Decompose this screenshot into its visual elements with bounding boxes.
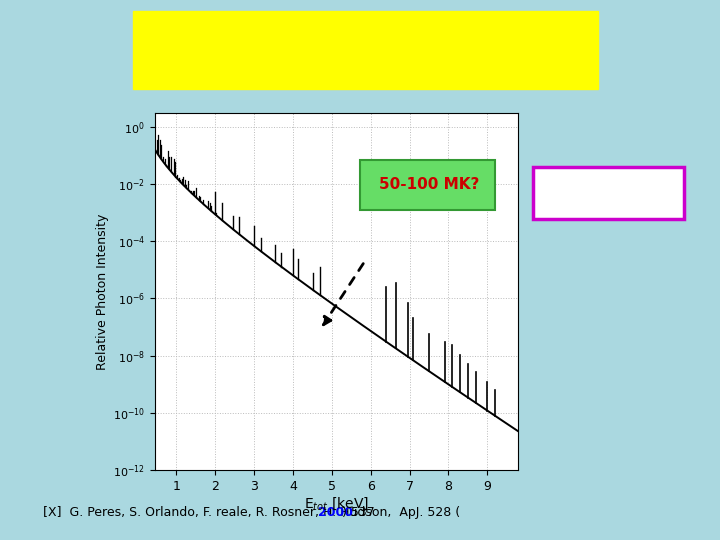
Text: ) 537: ) 537 [343,507,375,519]
Text: 50-100 MK?: 50-100 MK? [379,177,480,192]
Text: →: → [144,51,161,71]
Y-axis label: Relative Photon Intensity: Relative Photon Intensity [96,213,109,370]
Text: 2000: 2000 [318,507,353,519]
Text: < 20MK: < 20MK [596,179,680,197]
Text: Reconstructed X-ray spectrum: Reconstructed X-ray spectrum [144,17,501,37]
Text: non-flaring Sun @ solar minimum: non-flaring Sun @ solar minimum [164,51,571,71]
Text: [X]  G. Peres, S. Orlando, F. reale, R. Rosner, H. Hudson,  ApJ. 528 (: [X] G. Peres, S. Orlando, F. reale, R. R… [43,507,460,519]
FancyBboxPatch shape [360,160,495,210]
X-axis label: E$_{tot}$ [keV]: E$_{tot}$ [keV] [304,495,369,512]
Text: flare: flare [570,192,595,202]
Text: [X]: [X] [541,51,577,71]
Text: $\bar{T}$: $\bar{T}$ [544,176,561,200]
